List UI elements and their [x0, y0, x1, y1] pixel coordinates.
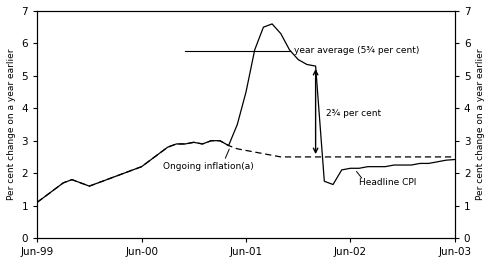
Text: Headline CPI: Headline CPI	[359, 178, 417, 187]
Text: 2¾ per cent: 2¾ per cent	[326, 109, 381, 118]
Y-axis label: Per cent change on a year earlier: Per cent change on a year earlier	[476, 49, 485, 200]
Text: Ongoing inflation(a): Ongoing inflation(a)	[163, 162, 254, 171]
Text: year average (5¾ per cent): year average (5¾ per cent)	[294, 46, 419, 55]
Y-axis label: Per cent change on a year earlier: Per cent change on a year earlier	[7, 49, 16, 200]
